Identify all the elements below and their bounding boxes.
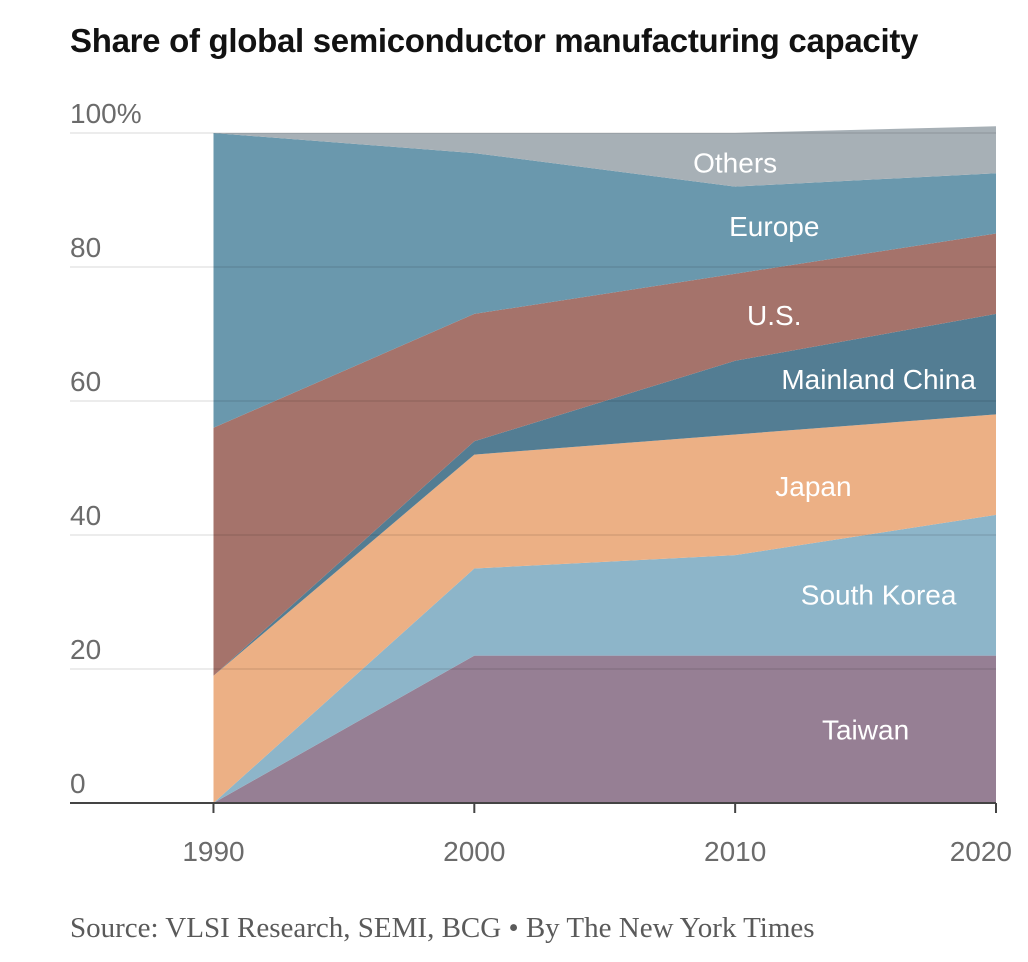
y-tick-label-0: 0 <box>70 768 86 799</box>
x-tick-label-1990: 1990 <box>182 836 244 867</box>
chart-y-ticks: 0 20 40 60 80 100% <box>70 98 142 799</box>
area-europe <box>213 133 996 428</box>
area-others <box>213 126 996 187</box>
series-label-south-korea: South Korea <box>801 579 957 610</box>
series-label-japan: Japan <box>775 471 851 502</box>
area-mainland-china <box>213 313 996 676</box>
y-tick-label-80: 80 <box>70 232 101 263</box>
y-tick-label-20: 20 <box>70 634 101 665</box>
area-japan <box>213 414 996 803</box>
x-tick-label-2020: 2020 <box>950 836 1012 867</box>
chart-x-ticks: 1990 2000 2010 2020 <box>182 803 1012 867</box>
chart-gridlines <box>70 132 996 670</box>
x-tick-label-2010: 2010 <box>704 836 766 867</box>
y-tick-label-40: 40 <box>70 500 101 531</box>
chart-area: Taiwan South Korea Japan Mainland China U.S.… <box>70 98 1012 867</box>
x-tick-label-2000: 2000 <box>443 836 505 867</box>
area-u-s <box>213 233 996 676</box>
chart-series-labels: Taiwan South Korea Japan Mainland China U.S.… <box>693 147 976 745</box>
chart-title: Share of global semiconductor manufactur… <box>70 22 919 59</box>
y-tick-label-60: 60 <box>70 366 101 397</box>
series-label-u-s: U.S. <box>747 300 801 331</box>
series-label-europe: Europe <box>729 211 819 242</box>
area-south-korea <box>213 514 996 803</box>
chart-areas <box>213 126 996 803</box>
series-label-others: Others <box>693 147 777 178</box>
y-tick-label-100: 100% <box>70 98 142 129</box>
source-credit: Source: VLSI Research, SEMI, BCG • By Th… <box>70 912 815 944</box>
series-label-mainland-china: Mainland China <box>781 364 976 395</box>
series-label-taiwan: Taiwan <box>822 714 909 745</box>
area-taiwan <box>213 655 996 803</box>
